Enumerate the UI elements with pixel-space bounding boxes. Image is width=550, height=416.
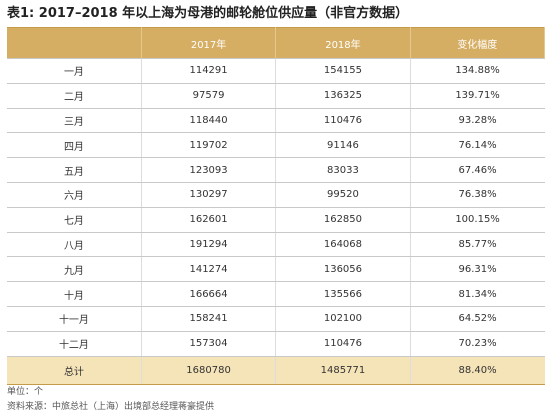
table-cell: 七月 — [7, 207, 142, 233]
table-cell: 1680780 — [141, 356, 277, 385]
table-cell: 十月 — [7, 281, 142, 307]
table-cell: 100.15% — [410, 207, 545, 233]
table-cell: 76.38% — [410, 182, 545, 208]
table-row: 六月 130297 99520 76.38% — [7, 182, 545, 208]
table-row: 七月 162601 162850 100.15% — [7, 207, 545, 233]
table-cell: 136325 — [275, 83, 411, 109]
table-row: 十月 166664 135566 81.34% — [7, 281, 545, 307]
table-cell: 十二月 — [7, 331, 142, 357]
table-cell: 88.40% — [410, 356, 545, 385]
table-cell: 110476 — [275, 108, 411, 134]
table-cell: 130297 — [141, 182, 277, 208]
table-cell: 十一月 — [7, 306, 142, 332]
table-cell: 110476 — [275, 331, 411, 357]
table-cell: 2018年 — [275, 27, 411, 59]
table-row: 四月 119702 91146 76.14% — [7, 132, 545, 159]
table-cell: 一月 — [7, 58, 142, 84]
table-cell: 135566 — [275, 281, 411, 307]
table-row: 一月 114291 154155 134.88% — [7, 58, 545, 84]
data-table: 2017年 2018年 变化幅度 一月 114291 154155 134.88% 二月 975… — [7, 27, 546, 385]
table-cell: 136056 — [275, 256, 411, 283]
table-row: 十一月 158241 102100 64.52% — [7, 306, 545, 332]
table-cell: 191294 — [141, 232, 277, 258]
table-cell: 162601 — [141, 207, 277, 233]
table-title: 表1: 2017–2018 年以上海为母港的邮轮舱位供应量（非官方数据） — [7, 6, 409, 21]
table-cell: 119702 — [141, 132, 277, 159]
table-cell: 102100 — [275, 306, 411, 332]
table-cell: 四月 — [7, 132, 142, 159]
table-cell: 五月 — [7, 157, 142, 183]
table-cell: 变化幅度 — [410, 27, 546, 59]
table-cell: 85.77% — [410, 232, 545, 258]
table-row: 五月 123093 83033 67.46% — [7, 157, 545, 183]
table-cell: 三月 — [7, 108, 142, 134]
table-cell: 二月 — [7, 83, 142, 109]
header-row: 2017年 2018年 变化幅度 — [7, 27, 546, 59]
table-cell: 134.88% — [410, 58, 545, 84]
table-cell: 九月 — [7, 256, 142, 283]
table-cell: 83033 — [275, 157, 411, 183]
table-cell — [7, 27, 142, 59]
table-cell: 166664 — [141, 281, 277, 307]
table-cell: 123093 — [141, 157, 277, 183]
table-cell: 114291 — [141, 58, 277, 84]
table-cell: 97579 — [141, 83, 277, 109]
table-cell: 162850 — [275, 207, 411, 233]
table-cell: 67.46% — [410, 157, 545, 183]
table-cell: 六月 — [7, 182, 142, 208]
table-cell: 99520 — [275, 182, 411, 208]
table-cell: 70.23% — [410, 331, 545, 357]
source-note: 资料来源：中旅总社（上海）出境部总经理蒋豪提供 — [7, 402, 215, 412]
table-cell: 157304 — [141, 331, 277, 357]
table-cell: 76.14% — [410, 132, 545, 159]
table-cell: 139.71% — [410, 83, 545, 109]
table-cell: 164068 — [275, 232, 411, 258]
table-cell: 141274 — [141, 256, 277, 283]
table-row: 三月 118440 110476 93.28% — [7, 108, 545, 134]
table-cell: 2017年 — [141, 27, 277, 59]
table-row: 九月 141274 136056 96.31% — [7, 256, 545, 283]
table-cell: 118440 — [141, 108, 277, 134]
table-row: 八月 191294 164068 85.77% — [7, 232, 545, 258]
table-row: 二月 97579 136325 139.71% — [7, 83, 545, 109]
table-cell: 91146 — [275, 132, 411, 159]
table-cell: 总计 — [7, 356, 142, 385]
table-cell: 158241 — [141, 306, 277, 332]
table-cell: 93.28% — [410, 108, 545, 134]
table-cell: 81.34% — [410, 281, 545, 307]
table-row: 十二月 157304 110476 70.23% — [7, 331, 545, 357]
table-cell: 八月 — [7, 232, 142, 258]
unit-note: 单位：个 — [7, 387, 44, 397]
table-cell: 96.31% — [410, 256, 545, 283]
table-cell: 154155 — [275, 58, 411, 84]
table-cell: 64.52% — [410, 306, 545, 332]
total-row: 总计 1680780 1485771 88.40% — [7, 356, 545, 385]
table-cell: 1485771 — [275, 356, 411, 385]
